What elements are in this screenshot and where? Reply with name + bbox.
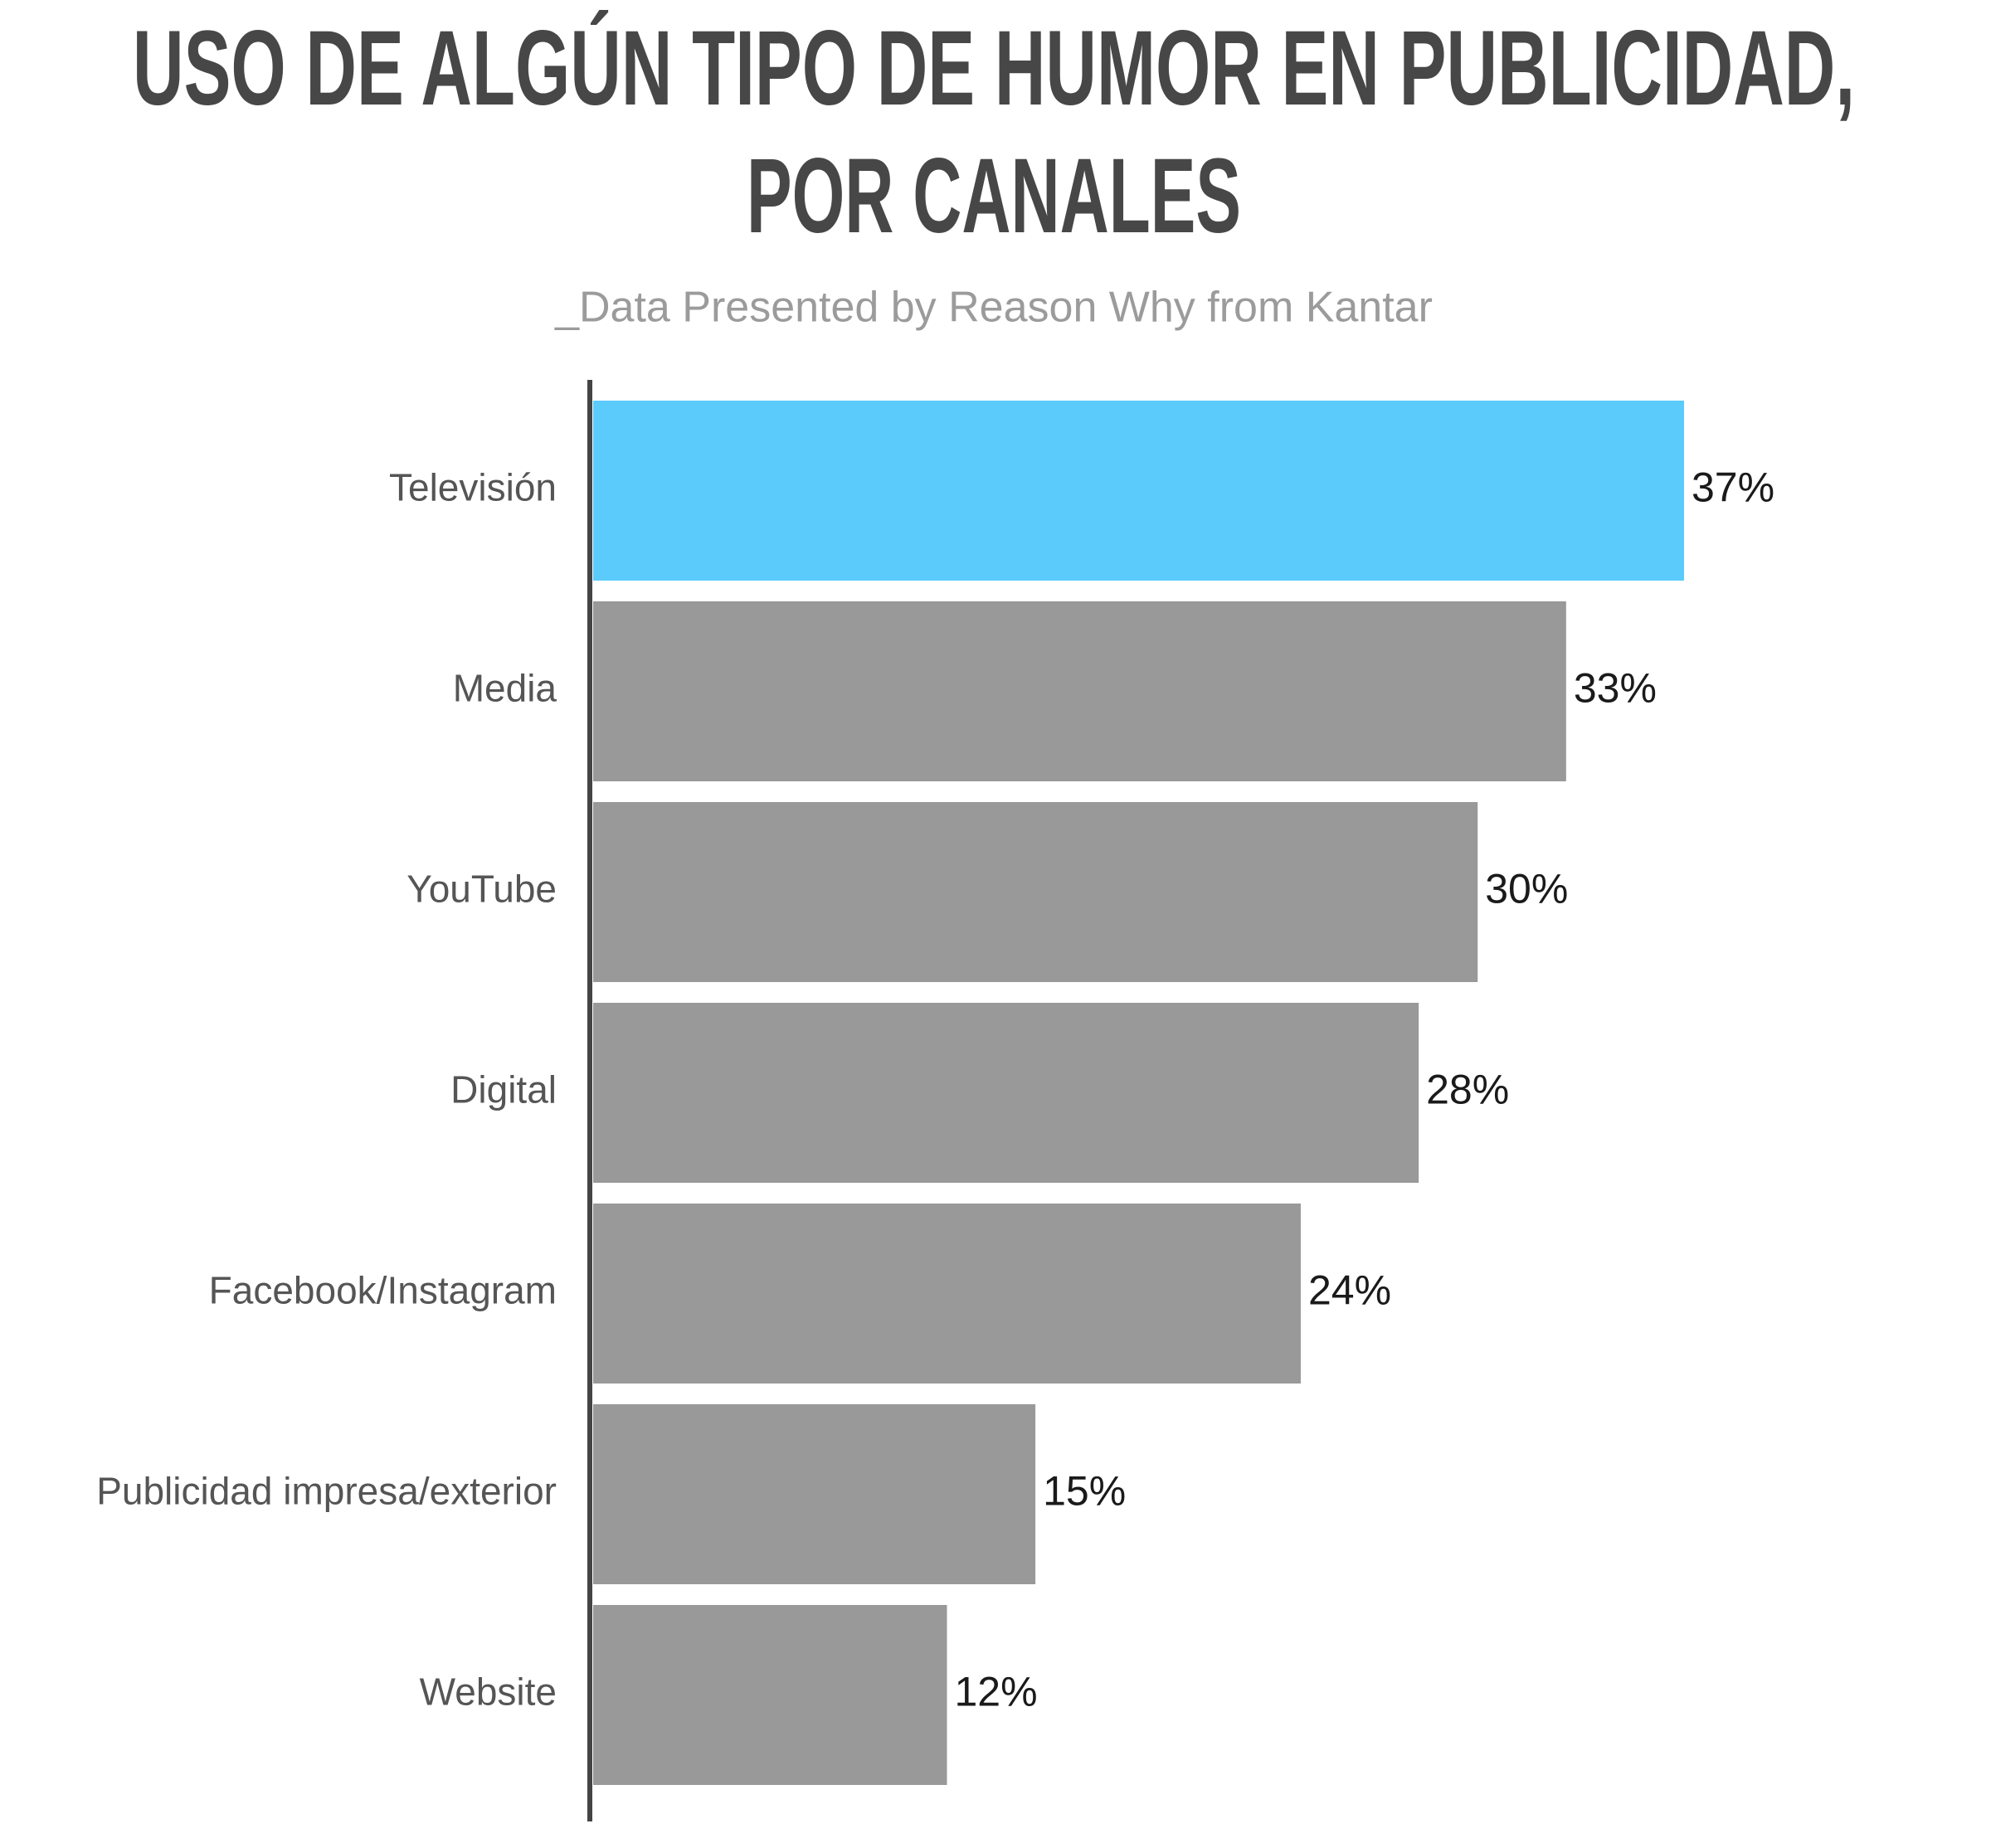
value-label: 12% [954,1669,1037,1715]
value-label: 30% [1485,866,1568,912]
category-label: Media [453,667,557,710]
category-label: Website [420,1670,557,1714]
category-label: YouTube [406,868,557,911]
bar [593,1204,1301,1384]
value-label: 28% [1426,1067,1509,1113]
chart-title: USO DE ALGÚN TIPO DE HUMOR EN PUBLICIDAD… [133,9,1855,128]
bar [593,1404,1036,1584]
chart-title: POR CANALES [747,137,1241,255]
value-label: 24% [1308,1267,1391,1314]
category-label: Facebook/Instagram [209,1269,557,1312]
category-label: Televisión [389,466,557,509]
bar [593,1003,1419,1183]
bar [593,401,1684,581]
value-label: 37% [1692,464,1774,511]
category-label: Digital [450,1068,557,1111]
value-label: 33% [1574,665,1657,712]
bar [593,601,1566,781]
chart-subtitle: _Data Presented by Reason Why from Kanta… [554,284,1433,332]
bar [593,802,1478,982]
bar [593,1605,947,1785]
value-label: 15% [1043,1468,1126,1515]
category-label: Publicidad impresa/exterior [96,1470,557,1513]
